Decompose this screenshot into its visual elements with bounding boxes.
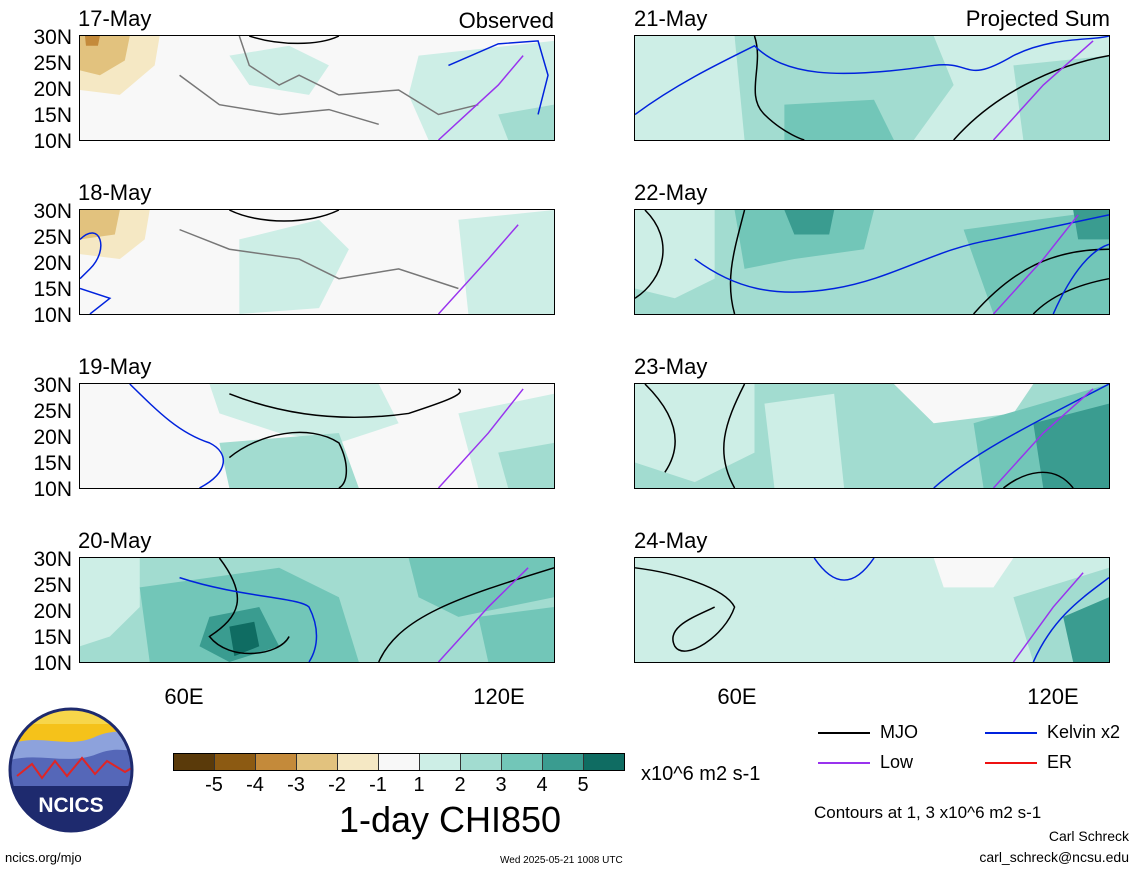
panel-date: 22-May [634, 180, 708, 205]
lat-label: 15N [33, 104, 72, 127]
lat-label: 25N [33, 226, 72, 249]
lat-label: 10N [33, 652, 72, 675]
panel-date: 18-May [78, 180, 152, 205]
panel-date: 20-May [78, 528, 152, 553]
legend-line-kelvin [985, 732, 1037, 734]
footer-url: ncics.org/mjo [5, 850, 82, 865]
lat-label: 30N [33, 374, 72, 397]
legend-label-mjo: MJO [880, 722, 918, 742]
colorbar-cell [215, 754, 256, 770]
ncics-logo: NCICS [8, 707, 134, 833]
lat-label: 25N [33, 400, 72, 423]
colorbar-label: -5 [205, 774, 223, 796]
colorbar-units: x10^6 m2 s-1 [641, 763, 761, 785]
colorbar-cell [584, 754, 624, 770]
lat-label: 15N [33, 626, 72, 649]
lat-label: 25N [33, 574, 72, 597]
map-panel-21-may [634, 35, 1110, 141]
panel-date: 19-May [78, 354, 152, 379]
panel-date: 24-May [634, 528, 708, 553]
colorbar-label: 2 [454, 774, 466, 796]
colorbar-label: -1 [369, 774, 387, 796]
colorbar-cell [461, 754, 502, 770]
lon-label: 120E [1027, 684, 1079, 709]
lat-label: 20N [33, 252, 72, 275]
lon-label: 60E [164, 684, 204, 709]
map-panel-24-may [634, 557, 1110, 663]
colorbar-label: -4 [246, 774, 264, 796]
panel-corner-title: Projected Sum [965, 6, 1110, 31]
map-panel-22-may [634, 209, 1110, 315]
lat-label: 20N [33, 426, 72, 449]
colorbar-cell [256, 754, 297, 770]
legend-label-er: ER [1047, 752, 1073, 772]
panel-date: 23-May [634, 354, 708, 379]
lat-label: 30N [33, 26, 72, 49]
colorbar-label: 4 [536, 774, 548, 796]
legend-line-er [985, 762, 1037, 764]
map-panel-23-may [634, 383, 1110, 489]
legend-label-low: Low [880, 752, 914, 772]
author-name: Carl Schreck [1048, 828, 1129, 844]
lat-label: 15N [33, 452, 72, 475]
lat-label: 10N [33, 130, 72, 153]
map-panel-18-may [79, 209, 555, 315]
colorbar-label: 1 [413, 774, 425, 796]
lat-label: 10N [33, 304, 72, 327]
contours-note: Contours at 1, 3 x10^6 m2 s-1 [814, 803, 1042, 822]
map-panel-19-may [79, 383, 555, 489]
colorbar-cell [502, 754, 543, 770]
colorbar-cell [420, 754, 461, 770]
panel-corner-title: Observed [458, 8, 554, 33]
panel-date: 21-May [634, 6, 708, 31]
legend-line-mjo [818, 732, 870, 734]
lon-label: 60E [717, 684, 757, 709]
legend-label-kelvin: Kelvin x2 [1047, 722, 1121, 742]
colorbar-label: -3 [287, 774, 305, 796]
lat-label: 15N [33, 278, 72, 301]
chart-title: 1-day CHI850 [338, 799, 562, 840]
colorbar-cell [338, 754, 379, 770]
lat-label: 10N [33, 478, 72, 501]
map-panel-20-may [79, 557, 555, 663]
colorbar-label: 5 [577, 774, 589, 796]
map-panel-17-may [79, 35, 555, 141]
logo-text: NCICS [38, 794, 103, 817]
lat-label: 30N [33, 548, 72, 571]
footer-timestamp: Wed 2025-05-21 1008 UTC [500, 855, 623, 866]
colorbar-label: -2 [328, 774, 346, 796]
colorbar-cell [543, 754, 584, 770]
panel-date: 17-May [78, 6, 152, 31]
lat-label: 25N [33, 52, 72, 75]
colorbar-label: 3 [495, 774, 507, 796]
legend-line-low [818, 762, 870, 764]
author-email: carl_schreck@ncsu.edu [979, 849, 1129, 865]
colorbar-cell [297, 754, 338, 770]
lat-label: 30N [33, 200, 72, 223]
lat-label: 20N [33, 78, 72, 101]
colorbar [173, 753, 625, 771]
lon-label: 120E [473, 684, 525, 709]
colorbar-cell [379, 754, 420, 770]
colorbar-cell [174, 754, 215, 770]
lat-label: 20N [33, 600, 72, 623]
